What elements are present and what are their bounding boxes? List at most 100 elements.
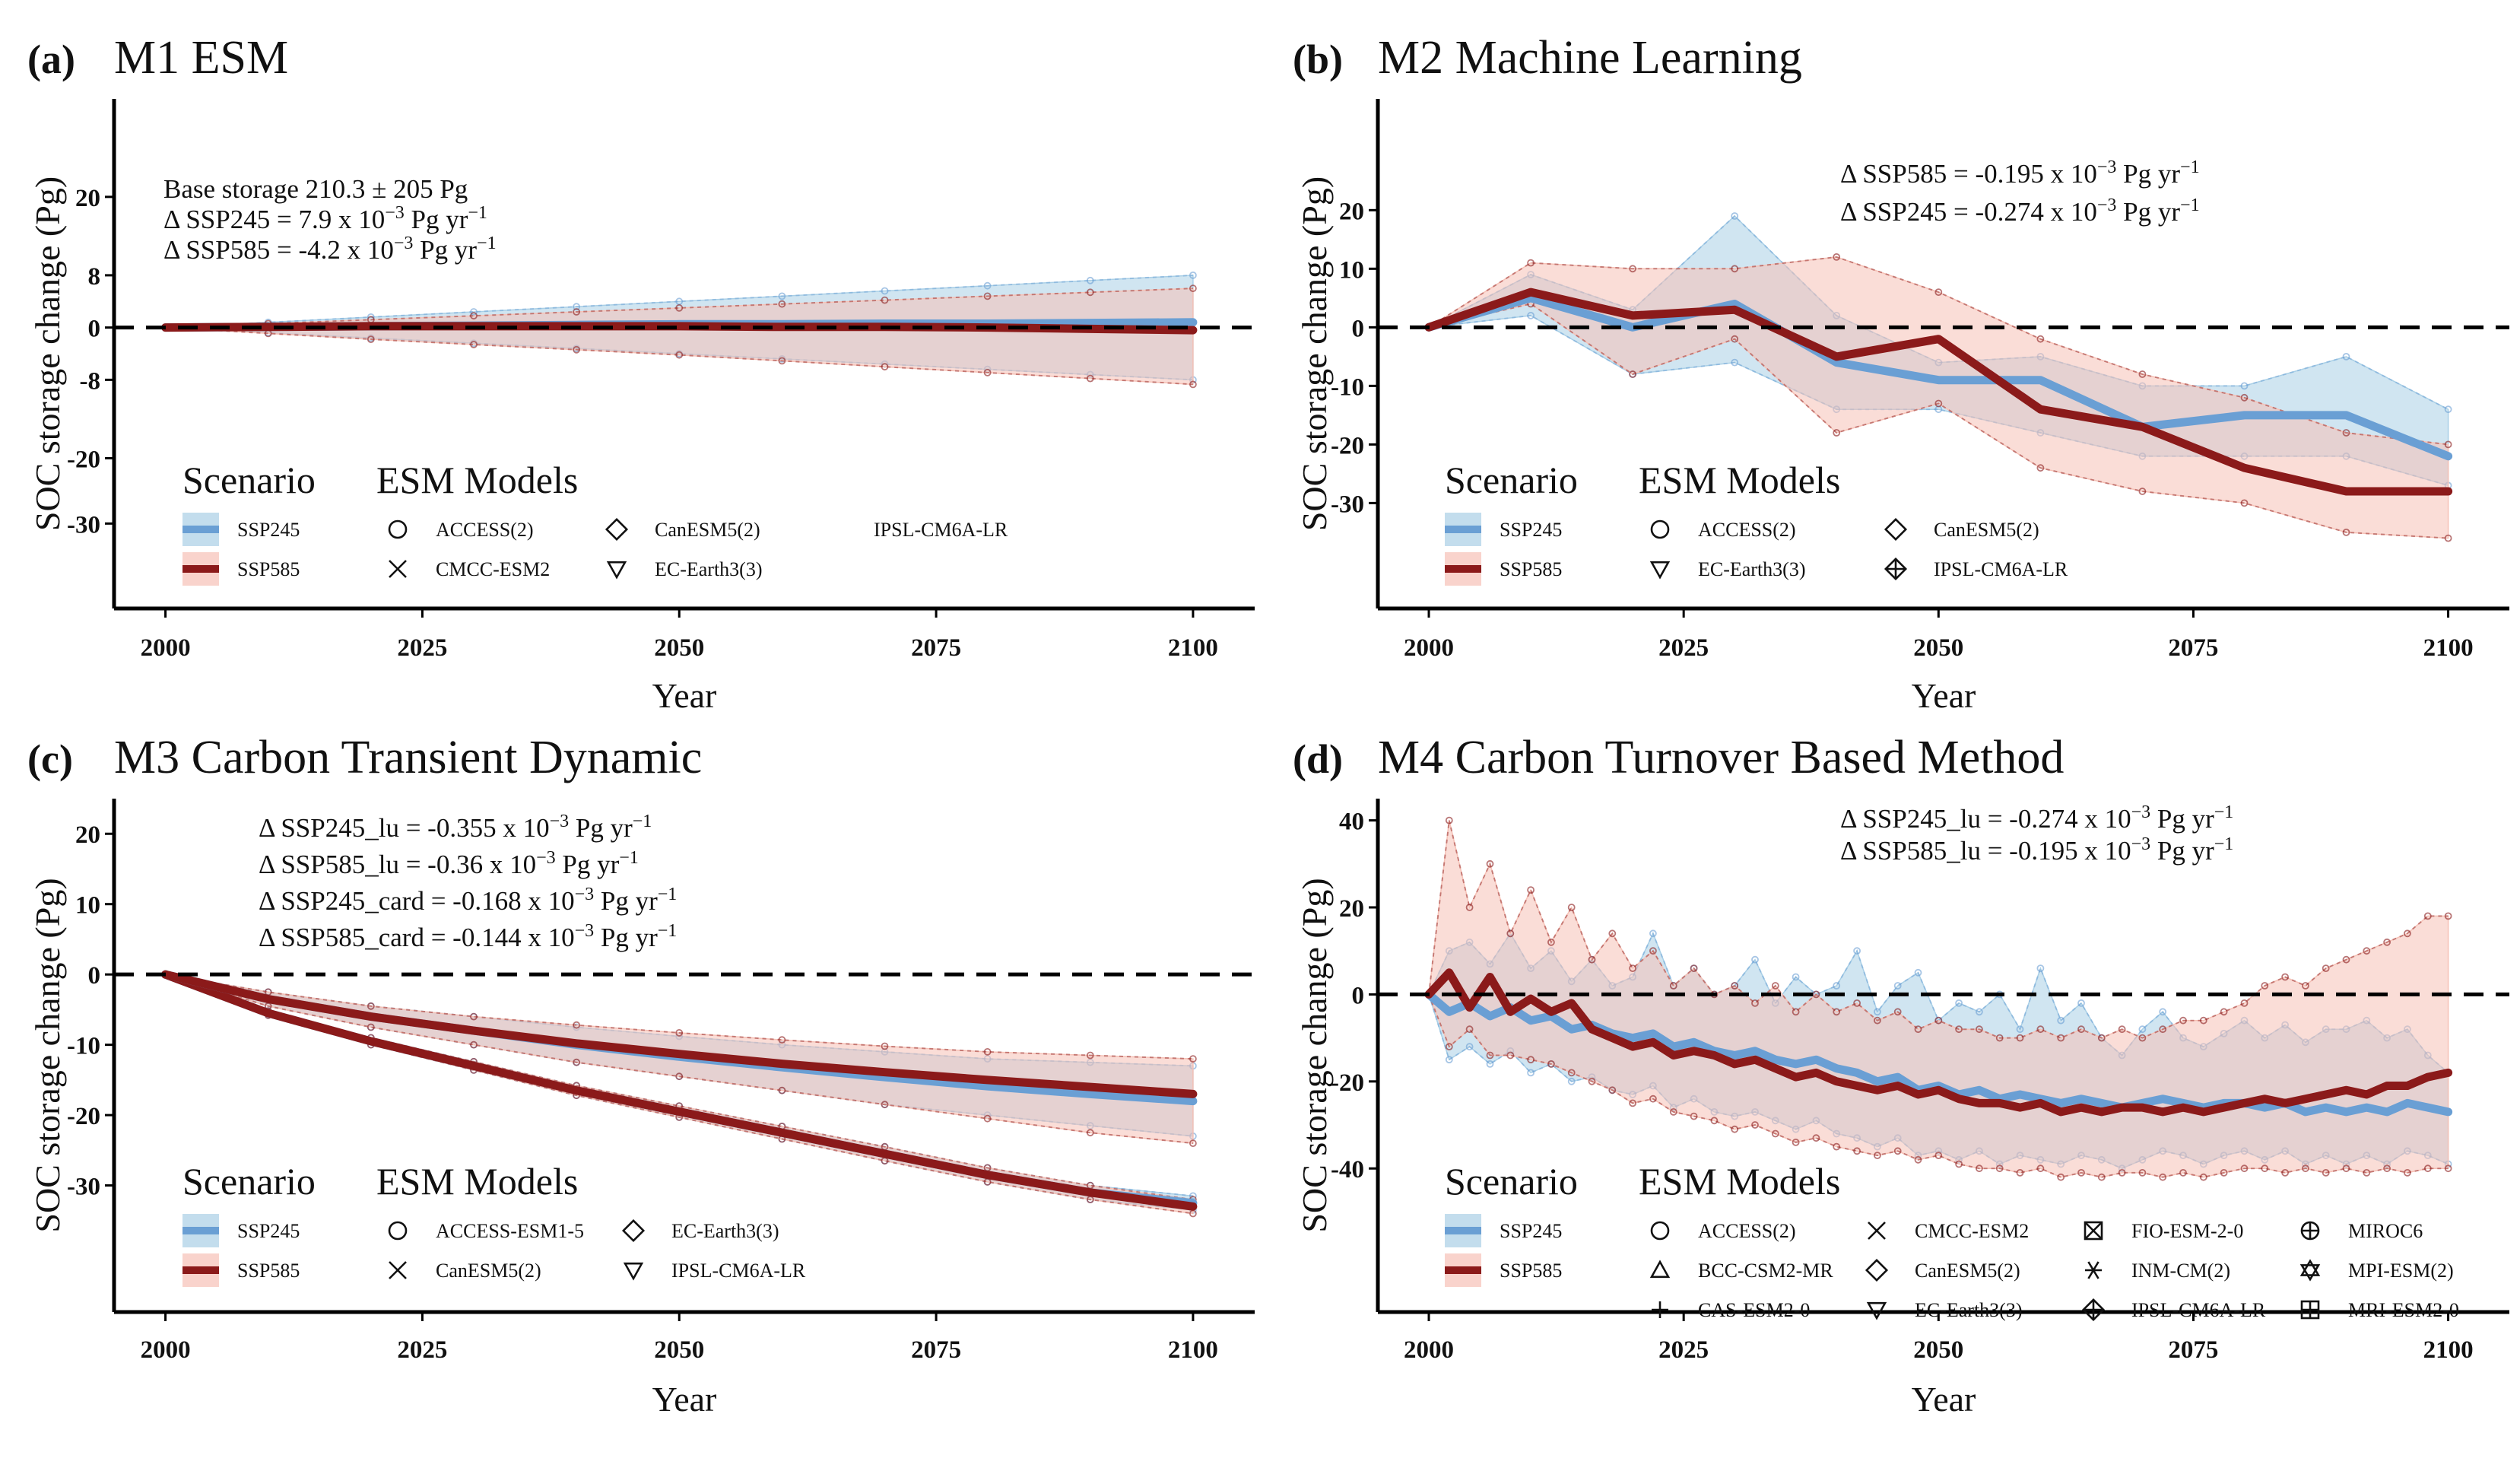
series-line-ssp585_card <box>161 970 1198 1098</box>
legend-model-label: ACCESS(2) <box>1698 1220 1796 1242</box>
model-point <box>1853 999 1861 1007</box>
annotation-text: Δ SSP585_card = -0.144 x 10−3 Pg yr−1 <box>259 921 677 952</box>
model-point <box>470 312 478 320</box>
model-point <box>1812 990 1820 999</box>
model-point <box>1792 1139 1800 1146</box>
model-point <box>573 345 580 354</box>
legend-scenario-title: Scenario <box>1445 459 1578 501</box>
annotation-text: Δ SSP585 = -0.195 x 10−3 Pg yr−1 <box>1840 157 2200 189</box>
legend-marker-circle-plus-icon <box>2300 1221 2320 1241</box>
envelope-ssp585_lu-lower <box>165 974 1194 1215</box>
legend-model-label: EC-Earth3(3) <box>655 558 763 580</box>
model-point <box>1527 311 1535 319</box>
y-tick-label: 0 <box>88 962 101 990</box>
model-point <box>1853 947 1861 955</box>
annotation-text: Δ SSP245_lu = -0.355 x 10−3 Pg yr−1 <box>259 812 652 843</box>
annotation-text: Δ SSP585 = -4.2 x 10−3 Pg yr−1 <box>163 234 497 265</box>
model-point <box>1955 1025 1963 1034</box>
model-point <box>2403 929 2411 938</box>
model-point <box>1955 1160 1963 1168</box>
model-point <box>2036 964 2045 972</box>
model-point <box>1751 1121 1759 1129</box>
panel-title: M1 ESM <box>114 32 288 84</box>
model-point <box>881 296 889 304</box>
y-tick-label: -8 <box>80 367 101 395</box>
legend-marker-circle-icon <box>388 519 408 539</box>
model-point <box>2220 1008 2228 1016</box>
model-point <box>1189 271 1197 279</box>
model-point <box>1975 1008 1983 1016</box>
model-point <box>983 1048 992 1056</box>
model-point <box>470 341 478 348</box>
series-line-ssp585_lu <box>161 970 1198 1211</box>
model-point <box>2240 1164 2249 1173</box>
model-point <box>2444 405 2452 414</box>
x-tick-label: 2050 <box>654 1336 704 1364</box>
x-tick-label: 2000 <box>141 634 191 662</box>
legend-marker-cross-icon <box>389 560 407 578</box>
model-point <box>2138 488 2147 495</box>
model-point <box>2342 529 2350 536</box>
model-point <box>1690 1112 1698 1120</box>
model-point <box>2118 1025 2126 1034</box>
model-point <box>1833 982 1841 990</box>
model-point <box>573 1021 580 1029</box>
model-point <box>1527 259 1535 267</box>
model-point <box>2383 1164 2391 1173</box>
legend-scenario-label: SSP245 <box>237 1220 300 1242</box>
model-point <box>778 1086 786 1095</box>
y-tick-label: 8 <box>88 263 101 291</box>
x-tick-label: 2025 <box>1658 634 1709 662</box>
model-point <box>2077 1025 2085 1034</box>
model-point <box>1608 929 1617 938</box>
model-point <box>675 1072 684 1081</box>
panel-title: M2 Machine Learning <box>1378 32 1802 84</box>
model-point <box>1465 1043 1474 1050</box>
model-point <box>2444 534 2452 542</box>
annotation-text: Δ SSP585_lu = -0.195 x 10−3 Pg yr−1 <box>1840 834 2233 866</box>
model-point <box>2057 1034 2065 1042</box>
legend-marker-asterisk-icon <box>2085 1261 2102 1279</box>
x-tick-label: 2025 <box>1658 1336 1709 1364</box>
model-point <box>1649 947 1657 955</box>
model-point <box>470 1012 478 1021</box>
model-point <box>2342 955 2350 964</box>
model-point <box>2199 1173 2207 1181</box>
model-point <box>2016 1025 2024 1034</box>
legend-marker-diamond-plus-icon <box>2081 1298 2106 1322</box>
chart-panel-a: (a) M1 ESM 20 8 0 -8 -20 -30 2000 2025 2050 2075 210… <box>27 32 1255 715</box>
legend-models-title: ESM Models <box>1639 459 1840 501</box>
model-point <box>2423 1164 2432 1173</box>
band-ssp585 <box>1428 820 2449 1178</box>
y-tick-label: 10 <box>1339 256 1364 284</box>
model-point <box>881 1101 889 1109</box>
legend-marker-diamond-icon <box>1865 1258 1889 1282</box>
envelope-ssp585_card-lower <box>165 974 1194 1145</box>
legend: Scenario SSP245 SSP585 ESM Models ACCESS-ESM… <box>182 1160 806 1287</box>
model-point <box>1833 1008 1841 1016</box>
envelope-ssp585-upper <box>1428 256 2449 446</box>
model-point <box>1934 399 1943 408</box>
legend: Scenario SSP245 SSP585 ESM Models ACCESS(2) C… <box>182 459 1008 586</box>
model-point <box>983 292 992 300</box>
model-point <box>1506 929 1515 938</box>
legend-marker-circle-icon <box>1650 1221 1670 1241</box>
model-point <box>1731 335 1739 343</box>
legend-model-label: MPI-ESM(2) <box>2348 1260 2454 1282</box>
y-tick-label: -20 <box>67 446 100 473</box>
model-point <box>2240 999 2249 1007</box>
legend-marker-plus-icon <box>1652 1301 1668 1318</box>
model-point <box>983 368 992 376</box>
x-tick-label: 2075 <box>2168 634 2218 662</box>
model-point <box>2097 1034 2106 1042</box>
model-point <box>1669 982 1677 990</box>
legend-marker-circle-icon <box>388 1221 408 1241</box>
y-tick-label: -30 <box>1331 491 1364 518</box>
legend-marker-square-cross-icon <box>2084 1221 2103 1241</box>
model-point <box>2036 1164 2045 1173</box>
model-point <box>2363 947 2371 955</box>
model-point <box>2322 1169 2330 1177</box>
envelope-ssp585-upper <box>1428 820 2449 1039</box>
y-tick-label: -20 <box>1331 1069 1364 1097</box>
